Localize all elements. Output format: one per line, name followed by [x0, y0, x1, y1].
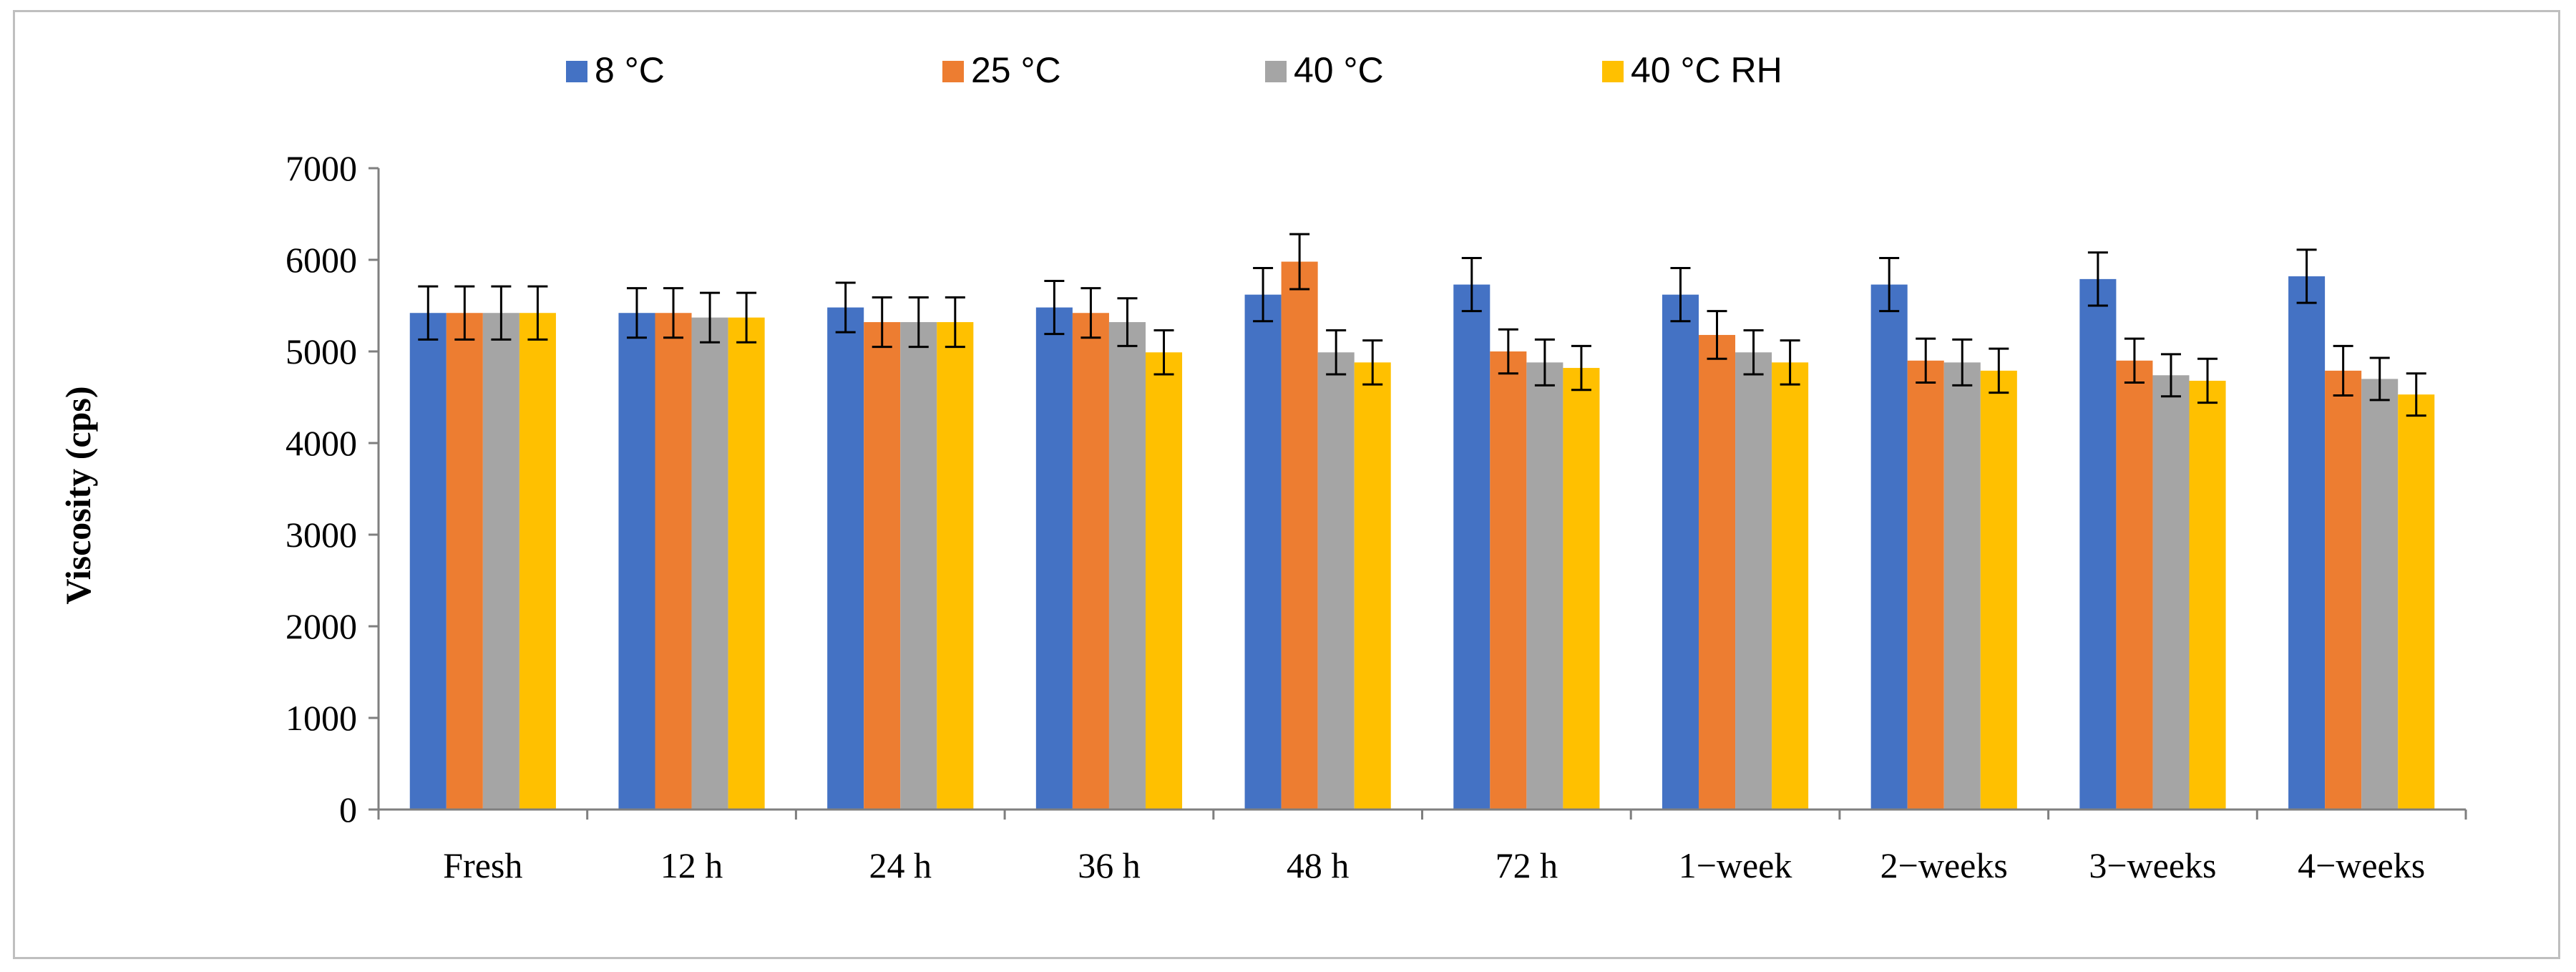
bar: [2152, 375, 2190, 810]
bar: [409, 313, 447, 810]
x-tick-label: 36 h: [1078, 845, 1141, 885]
bar: [618, 313, 655, 810]
legend-label: 40 °C RH: [1631, 50, 1782, 90]
bar: [2079, 278, 2117, 810]
legend-swatch: [1602, 61, 1624, 82]
y-tick-label: 4000: [286, 423, 357, 463]
x-tick-label: 4−weeks: [2298, 845, 2425, 885]
bar: [519, 313, 556, 810]
bar: [1035, 307, 1073, 810]
bar: [1662, 294, 1699, 810]
y-tick-label: 1000: [286, 698, 357, 738]
legend-item: 40 °C RH: [1602, 50, 1782, 90]
bars: [409, 261, 2435, 810]
legend: 8 °C 25 °C 40 °C 40 °C RH: [566, 50, 1782, 90]
x-tick-label: 1−week: [1679, 845, 1792, 885]
x-tick-label: Fresh: [443, 845, 522, 885]
bar: [1907, 360, 1944, 810]
bar: [1943, 362, 1981, 810]
bar: [1108, 322, 1146, 810]
bar: [1317, 352, 1355, 810]
legend-label: 40 °C: [1294, 50, 1384, 90]
bar: [482, 313, 519, 810]
x-tick-label: 12 h: [660, 845, 723, 885]
error-bars: [418, 233, 2426, 417]
bar: [2189, 380, 2226, 810]
legend-item: 8 °C: [566, 50, 665, 90]
y-tick-label: 5000: [286, 331, 357, 371]
bar: [2325, 370, 2362, 810]
bar: [937, 322, 974, 810]
y-tick-label: 0: [339, 789, 357, 830]
y-axis-title: Viscosity (cps): [58, 386, 98, 604]
bar: [900, 322, 937, 810]
legend-swatch: [566, 61, 587, 82]
chart-frame: 8 °C 25 °C 40 °C 40 °C RH 0 1000 2000 3000 4000…: [13, 10, 2560, 959]
legend-item: 25 °C: [942, 50, 1061, 90]
legend-item: 40 °C: [1265, 50, 1384, 90]
y-tick-label: 6000: [286, 240, 357, 280]
x-tick-label: 48 h: [1287, 845, 1350, 885]
bar: [1072, 313, 1109, 810]
bar: [827, 307, 864, 810]
bar: [1980, 370, 2017, 810]
bar: [728, 317, 765, 810]
bar: [1490, 351, 1527, 810]
legend-label: 25 °C: [971, 50, 1061, 90]
bar: [655, 313, 692, 810]
bar: [2116, 360, 2153, 810]
x-tick-label: 2−weeks: [1880, 845, 2008, 885]
bar: [446, 313, 483, 810]
bar: [864, 322, 901, 810]
bar: [1526, 362, 1563, 810]
bar: [1870, 284, 1908, 810]
y-tick-label: 3000: [286, 515, 357, 555]
x-tick-label: 72 h: [1496, 845, 1558, 885]
y-tick-label: 2000: [286, 606, 357, 646]
bar: [1244, 294, 1282, 810]
bar: [2288, 276, 2326, 810]
bar: [1145, 352, 1183, 810]
bar: [1563, 368, 1600, 810]
bar-chart: 8 °C 25 °C 40 °C 40 °C RH 0 1000 2000 3000 4000…: [58, 50, 2467, 885]
bar: [2361, 379, 2399, 810]
bar: [1735, 352, 1772, 810]
x-tick-label: 3−weeks: [2089, 845, 2216, 885]
legend-swatch: [942, 61, 964, 82]
x-axis: Fresh 12 h 24 h 36 h 48 h 72 h 1−week 2−weeks 3−…: [377, 808, 2467, 885]
bar: [1699, 334, 1736, 810]
x-tick-label: 24 h: [869, 845, 932, 885]
bar: [2398, 394, 2435, 810]
bar: [691, 317, 728, 810]
bar: [1453, 284, 1491, 810]
y-tick-label: 7000: [286, 148, 357, 188]
legend-swatch: [1265, 61, 1287, 82]
bar: [1772, 362, 1809, 810]
bar: [1281, 261, 1318, 810]
legend-label: 8 °C: [595, 50, 665, 90]
bar: [1354, 362, 1391, 810]
y-axis: 0 1000 2000 3000 4000 5000 6000 7000: [286, 148, 380, 830]
